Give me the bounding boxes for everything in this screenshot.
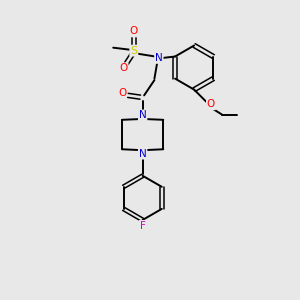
Text: O: O — [118, 88, 126, 98]
Text: O: O — [207, 99, 215, 110]
Text: O: O — [130, 26, 138, 37]
Text: S: S — [130, 46, 137, 56]
Text: N: N — [139, 110, 146, 120]
Text: N: N — [155, 53, 163, 63]
Text: N: N — [139, 149, 146, 159]
Text: O: O — [119, 63, 128, 73]
Text: F: F — [140, 221, 146, 231]
